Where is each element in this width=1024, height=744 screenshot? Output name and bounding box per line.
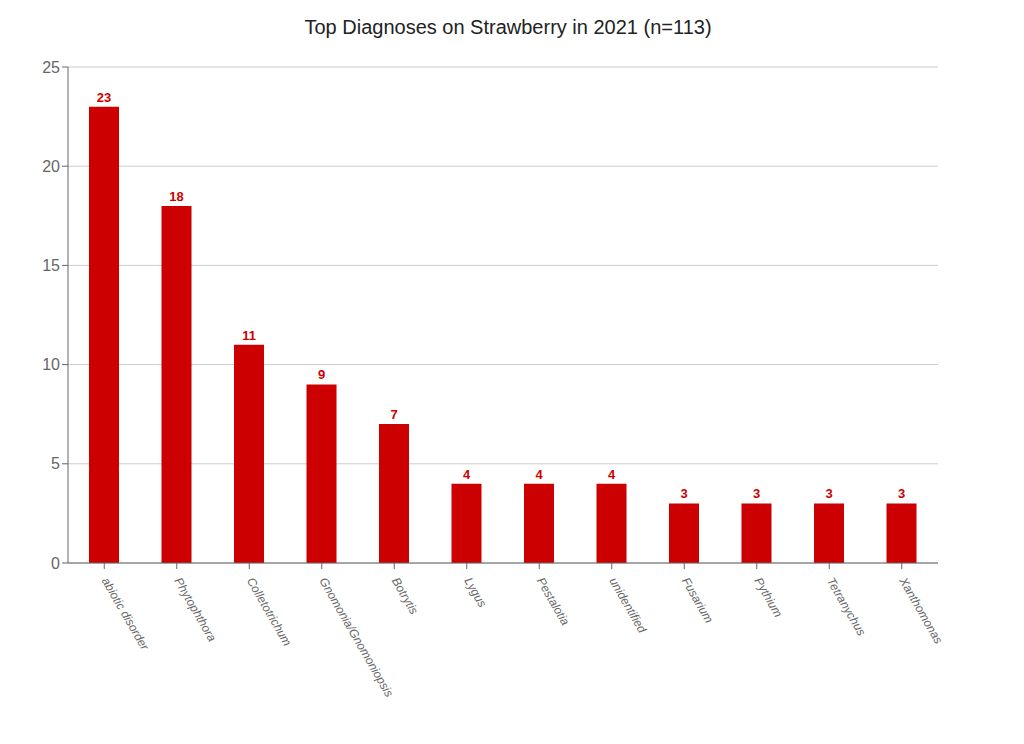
svg-text:Pythium: Pythium [751, 575, 785, 620]
svg-text:3: 3 [825, 486, 832, 501]
svg-text:Fusarium: Fusarium [679, 575, 716, 625]
svg-text:20: 20 [42, 158, 60, 175]
svg-text:25: 25 [42, 59, 60, 76]
svg-text:Xanthomonas: Xanthomonas [896, 574, 946, 646]
svg-text:Colletotrichum: Colletotrichum [244, 575, 294, 648]
html-text:Top Diagnoses on Strawberry in: Top Diagnoses on Strawberry in 2021 (n=1… [304, 16, 712, 38]
svg-text:5: 5 [51, 455, 60, 472]
svg-text:11: 11 [242, 328, 256, 343]
svg-text:3: 3 [680, 486, 687, 501]
svg-text:4: 4 [463, 467, 471, 482]
svg-text:3: 3 [898, 486, 905, 501]
svg-text:unidentified: unidentified [606, 575, 649, 635]
svg-text:23: 23 [97, 90, 111, 105]
svg-text:3: 3 [753, 486, 760, 501]
svg-text:0: 0 [51, 555, 60, 572]
svg-text:9: 9 [318, 367, 325, 382]
svg-text:Pestalotia: Pestalotia [534, 575, 573, 628]
svg-text:Tetranychus: Tetranychus [824, 575, 869, 638]
svg-text:4: 4 [608, 467, 616, 482]
svg-text:Phytophthora: Phytophthora [171, 575, 219, 644]
svg-text:4: 4 [535, 467, 543, 482]
svg-text:15: 15 [42, 257, 60, 274]
svg-text:7: 7 [390, 407, 397, 422]
svg-text:Botrytis: Botrytis [389, 575, 421, 617]
svg-text:10: 10 [42, 356, 60, 373]
svg-text:Lygus: Lygus [461, 575, 489, 610]
svg-text:18: 18 [169, 189, 183, 204]
svg-text:abiotic disorder: abiotic disorder [99, 575, 152, 653]
svg-text:Gnomonia/Gnomoniopsis: Gnomonia/Gnomoniopsis [316, 575, 396, 699]
